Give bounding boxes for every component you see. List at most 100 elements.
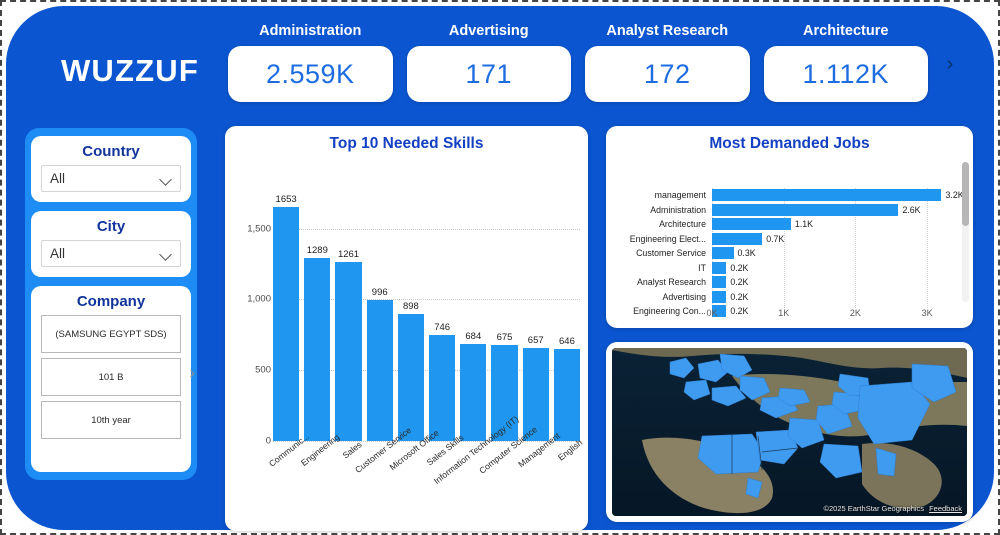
bar-column[interactable]: 646 bbox=[553, 186, 581, 441]
hbar-chart-scrollbar[interactable] bbox=[962, 162, 969, 302]
kpi-card-1[interactable]: Advertising 171 bbox=[406, 20, 571, 104]
bar[interactable] bbox=[522, 347, 549, 441]
kpi-card-0[interactable]: Administration 2.559K bbox=[228, 20, 393, 104]
slicer-country-title: Country bbox=[82, 143, 140, 160]
kpi-label: Analyst Research bbox=[606, 23, 729, 39]
bar-column[interactable]: 1261 bbox=[335, 186, 362, 441]
hbar[interactable] bbox=[712, 232, 763, 245]
bar-column[interactable]: 1289 bbox=[304, 186, 331, 441]
hbar[interactable] bbox=[712, 189, 942, 201]
kpi-label: Advertising bbox=[448, 23, 529, 39]
slicer-company-list: (SAMSUNG EGYPT SDS) 101 B 10th year bbox=[41, 315, 181, 439]
bar[interactable] bbox=[553, 349, 581, 441]
company-item-0[interactable]: (SAMSUNG EGYPT SDS) bbox=[41, 315, 181, 353]
kpi-value-pill[interactable]: 171 bbox=[406, 46, 571, 102]
bar-column[interactable]: 684 bbox=[460, 186, 487, 441]
bar-column[interactable]: 1653 bbox=[273, 186, 300, 441]
bar-value-label: 1653 bbox=[275, 193, 297, 205]
map-feedback-link[interactable]: Feedback bbox=[929, 504, 962, 513]
kpi-label: Administration bbox=[259, 23, 362, 39]
hbar[interactable] bbox=[712, 203, 899, 216]
x-axis-tick-wrap: Communic... bbox=[267, 431, 311, 530]
bar-value-label: 1289 bbox=[306, 245, 328, 257]
kpi-card-3[interactable]: Architecture 1.112K bbox=[763, 20, 928, 104]
bar[interactable] bbox=[366, 299, 393, 441]
bar-value-label: 675 bbox=[496, 332, 513, 344]
scrollbar-thumb[interactable] bbox=[962, 162, 969, 226]
kpi-value: 1.112K bbox=[802, 58, 890, 89]
hbar-value-label: 0.2K bbox=[730, 262, 749, 273]
kpi-next-chevron-icon[interactable]: › bbox=[946, 53, 954, 75]
hbar-track: 0.2K bbox=[712, 290, 963, 303]
hbar[interactable] bbox=[712, 247, 734, 259]
slicer-country: Country All bbox=[31, 136, 191, 202]
hbar[interactable] bbox=[712, 305, 727, 317]
hbar-track: 3.2K bbox=[712, 189, 964, 201]
x-axis-tick-wrap: Information Technology (IT) bbox=[432, 414, 520, 530]
hbar[interactable] bbox=[712, 276, 727, 288]
gridline bbox=[855, 188, 857, 308]
hbar-row[interactable]: management 3.2K bbox=[614, 188, 964, 202]
hbar-category-label: Customer Service bbox=[636, 248, 706, 258]
gridline bbox=[273, 370, 580, 372]
slicer-company: Company (SAMSUNG EGYPT SDS) 101 B 10th yea… bbox=[31, 286, 195, 472]
kpi-value: 172 bbox=[643, 58, 691, 89]
y-axis-tick: 500 bbox=[255, 364, 271, 376]
bar-column[interactable]: 675 bbox=[491, 186, 518, 441]
company-next-chevron-icon[interactable]: › bbox=[189, 363, 195, 382]
hbar-category-label: IT bbox=[698, 262, 706, 273]
slicer-city-title: City bbox=[96, 218, 126, 235]
kpi-value: 171 bbox=[465, 58, 513, 89]
slicer-country-dropdown[interactable]: All bbox=[41, 165, 181, 192]
y-axis-tick: 1,000 bbox=[247, 293, 271, 305]
hbar-category-label: Engineering Elect... bbox=[629, 233, 706, 244]
visual-top-skills: Top 10 Needed Skills 0 500 1,000 1,500 1653… bbox=[225, 126, 588, 531]
bar-column[interactable]: 996 bbox=[366, 186, 393, 441]
hbar-row[interactable]: Administration 2.6K bbox=[614, 203, 963, 217]
hbar-value-label: 1.1K bbox=[794, 219, 813, 229]
hbar-row[interactable]: IT 0.2K bbox=[614, 261, 963, 275]
bar[interactable] bbox=[335, 262, 362, 441]
hbar-row[interactable]: Engineering Con... 0.2K bbox=[614, 304, 963, 318]
hbar-value-label: 2.6K bbox=[902, 204, 921, 215]
hbar-row[interactable]: Advertising 0.2K bbox=[614, 290, 963, 304]
company-item-1[interactable]: 101 B bbox=[41, 358, 181, 396]
bar-value-label: 646 bbox=[559, 336, 575, 348]
kpi-value-pill[interactable]: 172 bbox=[585, 46, 750, 102]
x-axis-tick-wrap: Sales bbox=[335, 439, 363, 530]
hbar[interactable] bbox=[712, 290, 727, 303]
hbar-track: 0.2K bbox=[712, 305, 963, 317]
hbar-row[interactable]: Engineering Elect... 0.7K bbox=[614, 232, 963, 246]
bar[interactable] bbox=[460, 344, 487, 441]
map-surface[interactable]: ©2025 EarthStar Geographics Feedback bbox=[612, 348, 967, 516]
x-axis-tick: 2K bbox=[849, 308, 861, 318]
map-attribution: ©2025 EarthStar Geographics Feedback bbox=[823, 504, 962, 513]
bar[interactable] bbox=[397, 313, 425, 441]
bar-value-label: 657 bbox=[527, 334, 544, 346]
bar[interactable] bbox=[429, 335, 456, 441]
hbar-category-label: management bbox=[654, 190, 706, 200]
bar[interactable] bbox=[491, 345, 518, 441]
hbar[interactable] bbox=[712, 261, 727, 274]
hbar-row[interactable]: Analyst Research 0.2K bbox=[614, 275, 963, 289]
x-axis-tick: 1K bbox=[778, 308, 790, 318]
chevron-down-icon bbox=[160, 250, 173, 258]
kpi-card-2[interactable]: Analyst Research 172 bbox=[585, 20, 750, 104]
bar-column[interactable]: 657 bbox=[522, 186, 549, 441]
bar-column[interactable]: 898 bbox=[397, 186, 425, 441]
hbar-row[interactable]: Customer Service 0.3K bbox=[614, 246, 963, 260]
company-item-2[interactable]: 10th year bbox=[41, 401, 181, 439]
hbar-category-label: Advertising bbox=[662, 291, 706, 302]
kpi-value-pill[interactable]: 1.112K bbox=[763, 46, 928, 102]
hbar[interactable] bbox=[712, 218, 791, 230]
bar[interactable] bbox=[304, 258, 331, 441]
hbar-value-label: 0.2K bbox=[730, 277, 749, 287]
map-copyright: ©2025 EarthStar Geographics bbox=[823, 504, 925, 513]
bar-column[interactable]: 746 bbox=[429, 186, 456, 441]
bar[interactable] bbox=[273, 206, 300, 441]
column-chart-y-axis: 0 500 1,000 1,500 bbox=[231, 186, 271, 447]
kpi-value-pill[interactable]: 2.559K bbox=[228, 46, 393, 102]
kpi-value: 2.559K bbox=[265, 58, 355, 89]
hbar-row[interactable]: Architecture 1.1K bbox=[614, 217, 963, 231]
slicer-city-dropdown[interactable]: All bbox=[41, 240, 181, 267]
